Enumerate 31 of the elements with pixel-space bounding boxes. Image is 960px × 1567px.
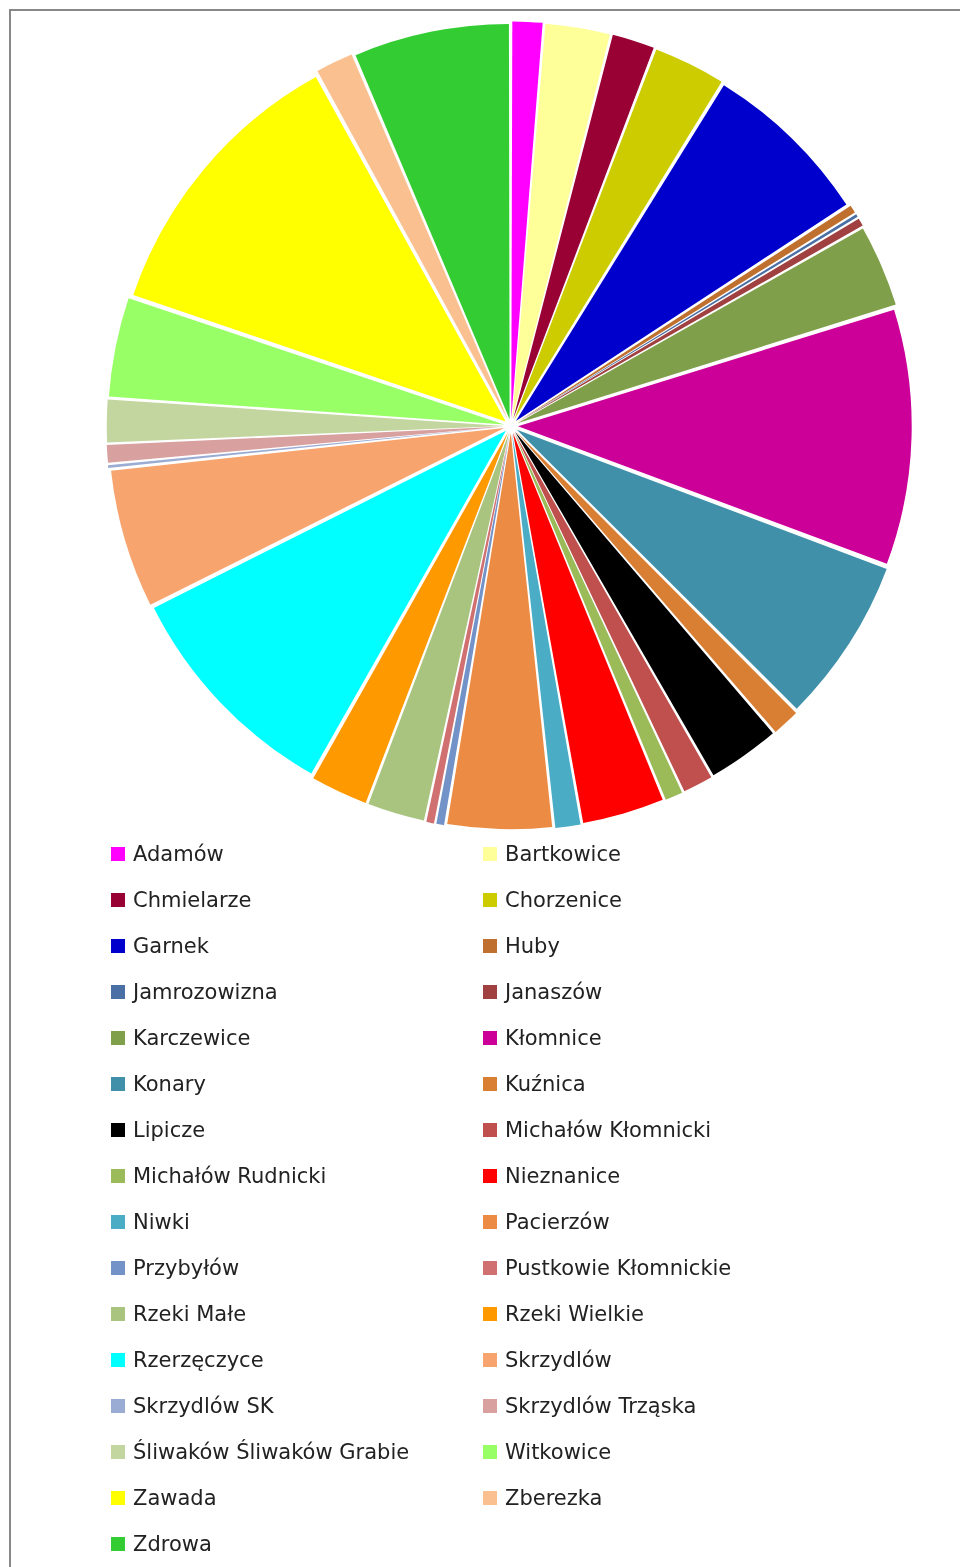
legend-label: Adamów <box>133 842 224 866</box>
legend-label: Janaszów <box>505 980 603 1004</box>
legend-label: Śliwaków Śliwaków Grabie <box>133 1440 410 1464</box>
legend-label: Rzeki Wielkie <box>505 1302 645 1326</box>
legend-label: Kłomnice <box>505 1026 602 1050</box>
legend-label: Kuźnica <box>505 1072 586 1096</box>
legend-label: Rzerzęczyce <box>133 1348 264 1372</box>
legend-label: Chmielarze <box>133 888 252 912</box>
legend-label: Bartkowice <box>505 842 621 866</box>
legend-label: Huby <box>505 934 560 958</box>
legend-label: Przybyłów <box>133 1256 240 1280</box>
legend-label: Skrzydlów SK <box>133 1394 274 1418</box>
legend-label: Zawada <box>133 1486 217 1510</box>
legend-label: Michałów Rudnicki <box>133 1164 327 1188</box>
legend-label: Skrzydlów Trząska <box>505 1394 697 1418</box>
legend-label: Michałów Kłomnicki <box>505 1118 712 1142</box>
legend-label: Niwki <box>133 1210 190 1234</box>
legend-label: Zdrowa <box>133 1532 212 1556</box>
legend-label: Garnek <box>133 934 209 958</box>
legend-label: Pustkowie Kłomnickie <box>505 1256 732 1280</box>
legend-label: Skrzydlów <box>505 1348 612 1372</box>
legend-label: Chorzenice <box>505 888 623 912</box>
legend-label: Konary <box>133 1072 206 1096</box>
legend-label: Rzeki Małe <box>133 1302 247 1326</box>
legend-label: Nieznanice <box>505 1164 621 1188</box>
legend-label: Pacierzów <box>505 1210 610 1234</box>
legend-label: Witkowice <box>505 1440 612 1464</box>
legend-label: Karczewice <box>133 1026 251 1050</box>
legend-label: Jamrozowizna <box>133 980 278 1004</box>
legend-label: Zberezka <box>505 1486 603 1510</box>
legend-label: Lipicze <box>133 1118 206 1142</box>
